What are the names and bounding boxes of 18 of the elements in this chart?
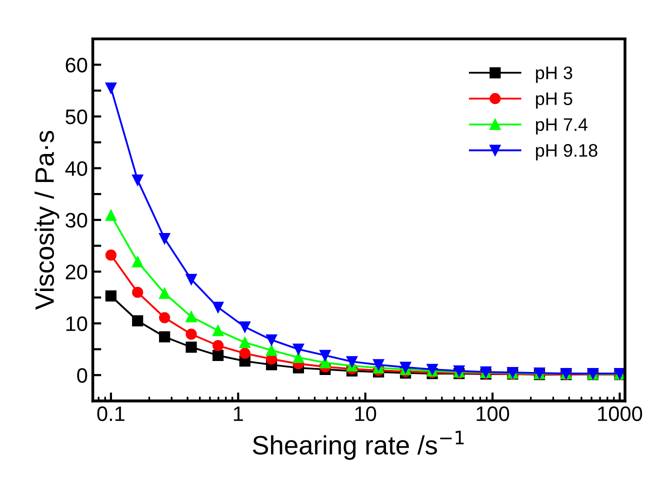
y-tick-label: 60 — [66, 58, 88, 72]
x-tick-label: 1 — [234, 406, 243, 421]
x-tick-label: 10 — [355, 406, 376, 422]
y-tick-label: 30 — [66, 212, 88, 228]
y-tick-label: 20 — [66, 264, 88, 280]
y-axis-title: Viscosity / Pa·s — [34, 130, 60, 310]
y-tick-label: 10 — [66, 316, 88, 332]
y-tick-label: 50 — [66, 109, 88, 124]
x-tick-label: 0.1 — [97, 406, 124, 422]
y-tick-label: 40 — [65, 161, 88, 176]
y-tick-label: 0 — [77, 368, 88, 383]
x-axis-title: Shearing rate /s$^{−1}$ — [252, 430, 464, 460]
legend-label: pH 3 — [536, 66, 572, 83]
x-tick-label: 1000 — [598, 406, 642, 422]
x-tick-label: 100 — [476, 406, 510, 422]
legend-label: pH 7.4 — [536, 118, 588, 135]
legend-label: pH 9.18 — [536, 144, 598, 160]
legend-label: pH 5 — [536, 92, 572, 109]
